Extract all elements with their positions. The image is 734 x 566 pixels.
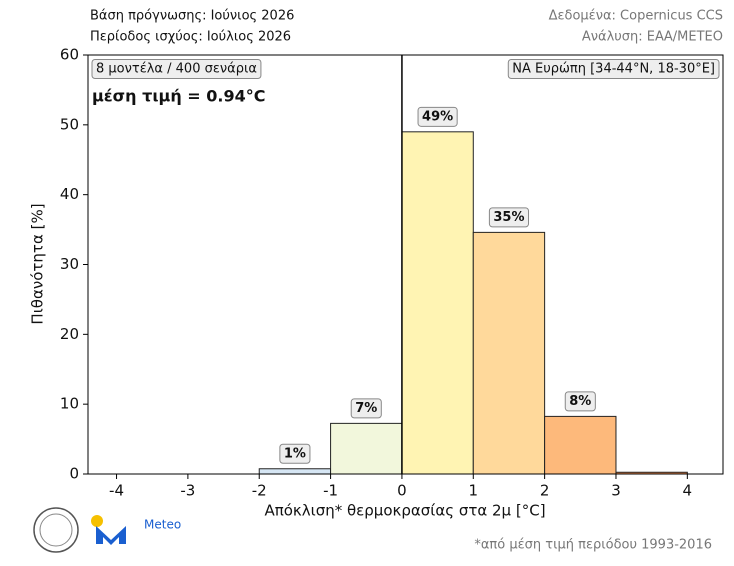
bar bbox=[258, 468, 332, 475]
logo-text: Meteo bbox=[144, 518, 181, 532]
value-label: 7% bbox=[355, 401, 377, 416]
x-tick-label: -3 bbox=[180, 482, 195, 500]
value-label: 8% bbox=[569, 394, 591, 409]
x-tick-label: 1 bbox=[469, 482, 479, 500]
header-left: Περίοδος ισχύος: Ιούλιος 2026 bbox=[90, 30, 291, 45]
x-tick-label: -4 bbox=[109, 482, 124, 500]
header-right: Δεδομένα: Copernicus CCS bbox=[549, 9, 723, 24]
value-label-box bbox=[488, 207, 530, 228]
y-axis-label: Πιθανότητα [%] bbox=[29, 203, 47, 324]
mean-text: μέση τιμή = 0.94°C bbox=[92, 87, 265, 106]
y-tick-label: 30 bbox=[60, 255, 79, 273]
y-tick-label: 50 bbox=[60, 115, 79, 133]
value-label-box bbox=[350, 398, 382, 419]
value-label: 49% bbox=[422, 109, 453, 124]
x-axis-label: Απόκλιση* θερμοκρασίας στα 2μ [°C] bbox=[264, 502, 545, 520]
bar bbox=[330, 422, 403, 475]
bar bbox=[401, 131, 474, 475]
annotation-right-box bbox=[507, 59, 720, 79]
y-tick-label: 10 bbox=[60, 395, 79, 413]
y-tick-label: 60 bbox=[60, 46, 79, 64]
annotation-left: 8 μοντέλα / 400 σενάρια bbox=[96, 62, 257, 77]
y-tick-label: 0 bbox=[69, 465, 79, 483]
value-label-box bbox=[279, 443, 311, 464]
x-tick-label: -1 bbox=[323, 482, 338, 500]
footnote: *από μέση τιμή περιόδου 1993-2016 bbox=[474, 538, 712, 553]
value-label-box bbox=[417, 106, 458, 127]
x-tick-label: 3 bbox=[611, 482, 621, 500]
bar bbox=[472, 231, 546, 475]
x-tick-label: 0 bbox=[397, 482, 407, 500]
header-right: Ανάλυση: ΕΑΑ/METEO bbox=[582, 30, 723, 45]
x-tick-label: -2 bbox=[252, 482, 267, 500]
annotation-left-box bbox=[91, 59, 262, 79]
logos: Meteo bbox=[33, 507, 181, 553]
value-label: 35% bbox=[493, 210, 524, 225]
value-label-box bbox=[564, 391, 596, 412]
header-left: Βάση πρόγνωσης: Ιούνιος 2026 bbox=[90, 9, 294, 24]
annotation-right: ΝΑ Ευρώπη [34-44°N, 18-30°E] bbox=[512, 62, 715, 77]
x-tick-label: 4 bbox=[683, 482, 693, 500]
y-tick-label: 40 bbox=[60, 185, 79, 203]
x-tick-label: 2 bbox=[540, 482, 550, 500]
value-label: 1% bbox=[284, 446, 306, 461]
bar bbox=[544, 415, 617, 475]
y-tick-label: 20 bbox=[60, 325, 79, 343]
